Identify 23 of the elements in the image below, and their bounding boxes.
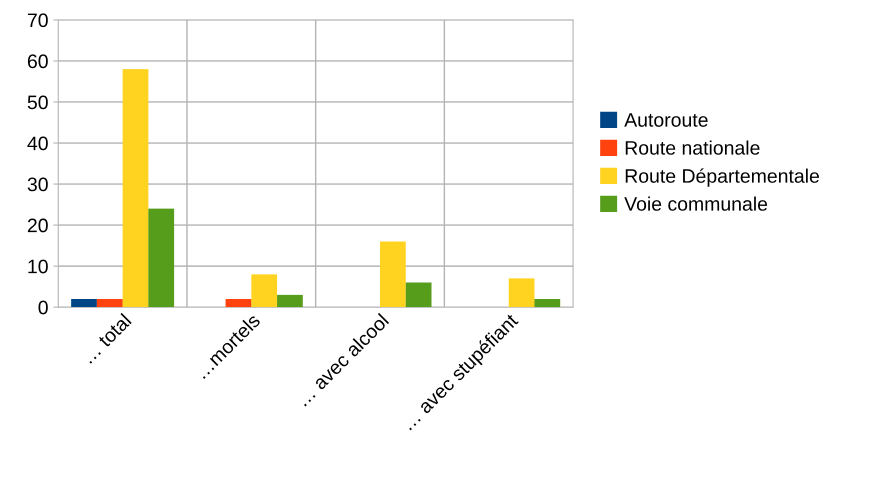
legend-label: Route Départementale	[626, 168, 819, 187]
legend-label: Autoroute	[624, 113, 708, 127]
bar	[71, 298, 97, 308]
bar	[251, 274, 278, 308]
y-tick-label: 0	[38, 300, 48, 314]
bar	[122, 69, 148, 308]
bar	[508, 278, 534, 308]
y-tick-label: 60	[28, 54, 48, 68]
bar	[534, 298, 560, 308]
y-tick-label: 70	[28, 13, 48, 28]
legend-label: Voie communale	[624, 196, 768, 211]
y-tick-label: 10	[28, 260, 48, 274]
y-tick-label: 20	[28, 218, 48, 232]
bar	[277, 294, 303, 308]
y-tick-label: 40	[27, 136, 48, 150]
bar	[406, 282, 432, 308]
bar	[148, 208, 174, 308]
bar	[226, 298, 252, 308]
y-tick-label: 50	[28, 95, 48, 110]
bar	[380, 242, 406, 308]
bar	[96, 298, 123, 308]
legend-label: Route nationale	[626, 140, 760, 155]
y-tick-label: 30	[28, 178, 48, 192]
